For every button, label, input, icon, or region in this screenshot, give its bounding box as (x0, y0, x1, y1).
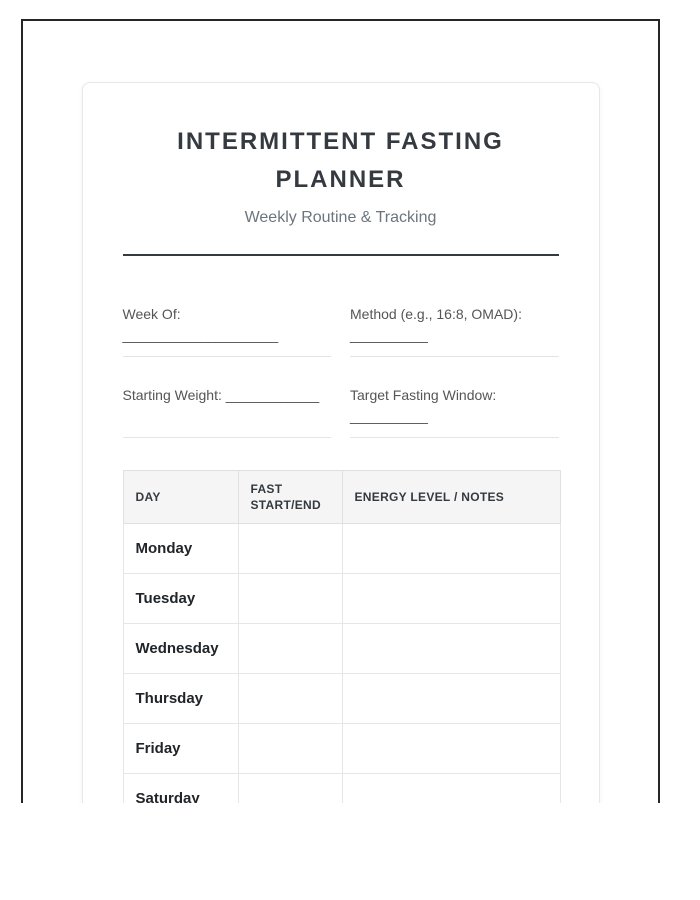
day-label: Monday (122, 522, 239, 574)
field-target-fasting-window-label: Target Fasting Window: (350, 386, 497, 403)
day-label: Thursday (122, 672, 239, 724)
fast-start-end-cell (237, 572, 343, 624)
fields-grid: Week Of: ____________________ Method (e.… (122, 304, 559, 438)
day-label: Friday (122, 722, 239, 774)
field-week-of-blank-line: ____________________ (122, 326, 279, 343)
field-target-fasting-window: Target Fasting Window: __________ (350, 385, 559, 438)
title-divider (122, 253, 559, 256)
fast-start-end-cell (237, 672, 343, 724)
table-row-monday: Monday (122, 522, 561, 574)
field-starting-weight-blank-line: ____________ (225, 386, 320, 403)
field-starting-weight: Starting Weight: ____________ (122, 385, 331, 438)
column-header-energy-level-notes: ENERGY LEVEL / NOTES (341, 469, 561, 524)
fast-start-end-cell (237, 772, 343, 803)
fast-start-end-cell (237, 722, 343, 774)
table-row-wednesday: Wednesday (122, 622, 561, 674)
page-subtitle: Weekly Routine & Tracking (244, 208, 437, 226)
column-header-fast-start-end: FAST START/END (237, 469, 343, 524)
table-row-thursday: Thursday (122, 672, 561, 724)
weekly-tracking-table: DAY FAST START/END ENERGY LEVEL / NOTES … (122, 469, 561, 803)
table-row-tuesday: Tuesday (122, 572, 561, 624)
planner-card: INTERMITTENT FASTING PLANNER Weekly Rout… (81, 82, 600, 803)
energy-notes-cell (341, 522, 561, 574)
field-target-fasting-window-blank-line: __________ (350, 407, 428, 424)
screenshot-frame: INTERMITTENT FASTING PLANNER Weekly Rout… (21, 19, 660, 803)
table-row-saturday: Saturday (122, 772, 561, 803)
energy-notes-cell (341, 672, 561, 724)
day-label: Saturday (122, 772, 239, 803)
energy-notes-cell (341, 722, 561, 774)
table-row-friday: Friday (122, 722, 561, 774)
fast-start-end-cell (237, 522, 343, 574)
field-week-of-label: Week Of: (122, 305, 181, 322)
field-week-of: Week Of: ____________________ (122, 304, 331, 357)
day-label: Wednesday (122, 622, 239, 674)
day-label: Tuesday (122, 572, 239, 624)
table-header-row: DAY FAST START/END ENERGY LEVEL / NOTES (122, 469, 561, 524)
fast-start-end-cell (237, 622, 343, 674)
energy-notes-cell (341, 572, 561, 624)
field-method-blank-line: __________ (350, 326, 428, 343)
field-method-label: Method (e.g., 16:8, OMAD): (350, 305, 522, 322)
energy-notes-cell (341, 772, 561, 803)
page-title: INTERMITTENT FASTING PLANNER (177, 128, 504, 194)
column-header-day: DAY (122, 469, 239, 524)
field-method: Method (e.g., 16:8, OMAD): __________ (350, 304, 559, 357)
energy-notes-cell (341, 622, 561, 674)
field-starting-weight-label: Starting Weight: (122, 386, 222, 403)
